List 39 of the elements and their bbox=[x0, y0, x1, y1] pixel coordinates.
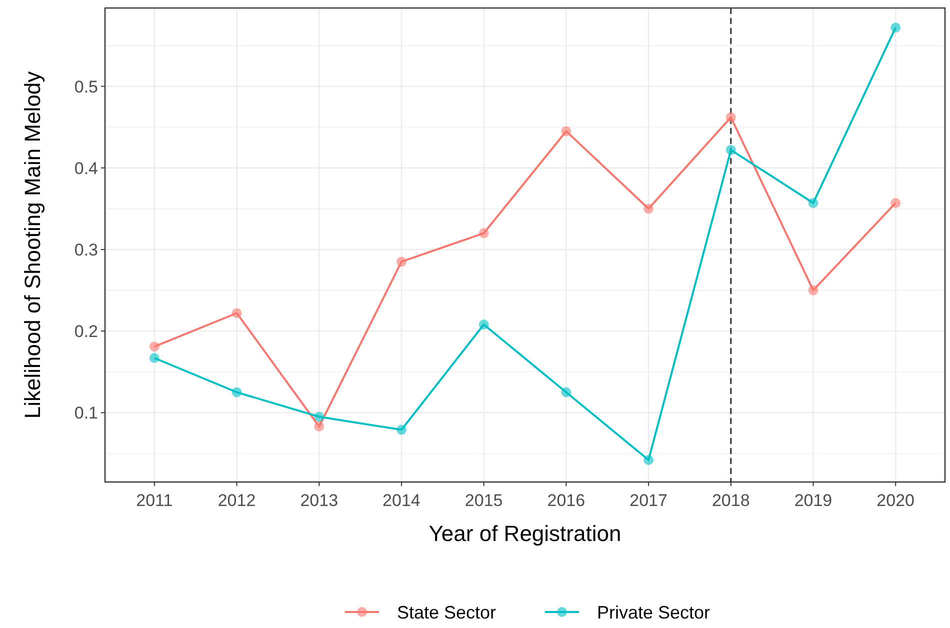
x-axis-title: Year of Registration bbox=[428, 521, 622, 546]
point bbox=[149, 342, 160, 352]
x-tick-label: 2013 bbox=[300, 491, 338, 510]
y-tick-label: 0.3 bbox=[74, 240, 98, 260]
x-tick-label: 2011 bbox=[136, 491, 173, 510]
x-tick-label: 2014 bbox=[382, 491, 420, 510]
point bbox=[644, 204, 654, 214]
legend-label: State Sector bbox=[397, 602, 496, 622]
y-tick-label: 0.5 bbox=[74, 77, 98, 96]
x-tick-label: 2017 bbox=[630, 491, 668, 510]
point bbox=[149, 352, 160, 363]
point bbox=[890, 22, 901, 33]
x-tick-label: 2019 bbox=[794, 491, 832, 510]
y-tick-label: 0.2 bbox=[74, 322, 98, 342]
point bbox=[561, 387, 572, 398]
point bbox=[478, 320, 489, 330]
point bbox=[232, 387, 242, 398]
point bbox=[314, 422, 324, 432]
y-tick-label: 0.4 bbox=[74, 158, 98, 178]
point bbox=[232, 308, 242, 318]
point bbox=[726, 144, 736, 155]
y-tick-label: 0.1 bbox=[74, 404, 98, 423]
x-tick-label: 2018 bbox=[712, 491, 750, 510]
x-tick-label: 2020 bbox=[876, 491, 914, 510]
point bbox=[314, 412, 324, 422]
x-tick-label: 2015 bbox=[464, 491, 503, 510]
point bbox=[561, 126, 572, 136]
legend-label: Private Sector bbox=[597, 602, 710, 622]
point bbox=[478, 228, 489, 238]
point bbox=[808, 198, 818, 208]
point bbox=[726, 112, 736, 122]
y-axis-title: Likelihood of Shooting Main Melody bbox=[20, 71, 45, 419]
point bbox=[808, 285, 818, 296]
point bbox=[644, 454, 654, 465]
point bbox=[890, 198, 901, 208]
x-tick-label: 2016 bbox=[547, 491, 586, 510]
x-tick-label: 2012 bbox=[218, 491, 256, 510]
point bbox=[396, 256, 406, 267]
point bbox=[396, 424, 406, 435]
